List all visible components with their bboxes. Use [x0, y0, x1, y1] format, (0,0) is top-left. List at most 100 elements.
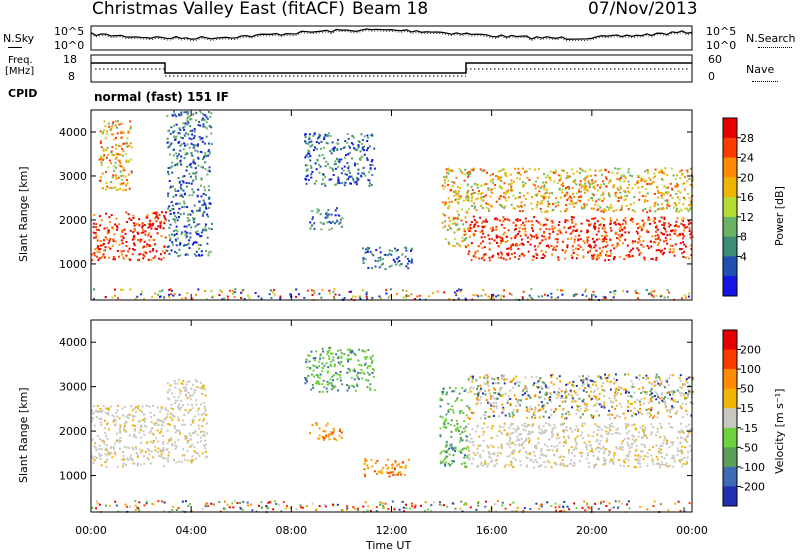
echo-cell [102, 239, 105, 242]
echo-cell [123, 429, 126, 432]
echo-cell [547, 396, 550, 399]
echo-cell [486, 426, 489, 429]
echo-cell [555, 450, 558, 452]
echo-cell [311, 294, 314, 296]
echo-cell [534, 446, 536, 449]
echo-cell [512, 427, 515, 430]
echo-cell [572, 398, 575, 401]
echo-cell [564, 221, 567, 224]
echo-cell [484, 293, 487, 296]
echo-cell [373, 369, 375, 372]
echo-cell [455, 294, 458, 297]
echo-cell [482, 433, 485, 436]
echo-cell [186, 244, 189, 246]
echo-cell [506, 247, 509, 250]
echo-cell [615, 399, 618, 402]
echo-cell [97, 410, 100, 413]
echo-cell [484, 460, 486, 463]
echo-cell [160, 455, 162, 458]
echo-cell [198, 455, 201, 457]
echo-cell [105, 449, 108, 452]
echo-cell [670, 415, 672, 418]
echo-cell [166, 415, 169, 418]
echo-cell [175, 225, 178, 228]
echo-cell [168, 180, 171, 182]
echo-cell [289, 293, 292, 296]
echo-cell [202, 123, 205, 126]
echo-cell [108, 256, 110, 259]
echo-cell [633, 435, 636, 438]
echo-cell [188, 439, 191, 442]
echo-cell [556, 233, 559, 236]
echo-cell [620, 204, 623, 207]
echo-cell [571, 430, 574, 433]
echo-cell [605, 254, 608, 257]
echo-cell [189, 125, 192, 128]
echo-cell [506, 253, 509, 256]
echo-cell [359, 150, 362, 153]
echo-cell [201, 204, 204, 207]
echo-cell [198, 200, 201, 203]
echo-cell [209, 115, 212, 118]
echo-cell [536, 176, 539, 179]
echo-cell [644, 195, 647, 198]
echo-cell [476, 447, 479, 450]
echo-cell [676, 454, 679, 457]
echo-cell [459, 290, 462, 293]
echo-cell [463, 173, 466, 176]
echo-cell [140, 293, 142, 296]
echo-cell [586, 189, 589, 192]
echo-cell [98, 251, 101, 254]
echo-cell [159, 295, 161, 298]
echo-cell [598, 392, 601, 395]
echo-cell [519, 210, 521, 213]
echo-cell [169, 423, 172, 426]
echo-cell [188, 223, 191, 226]
echo-cell [690, 206, 693, 209]
echo-cell [147, 223, 150, 226]
echo-cell [350, 182, 352, 185]
echo-cell [475, 430, 477, 433]
echo-cell [612, 258, 615, 261]
freq-unit: [MHz] [5, 66, 35, 77]
echo-cell [679, 232, 681, 235]
echo-cell [168, 226, 171, 229]
echo-cell [530, 458, 533, 461]
echo-cell [679, 405, 682, 408]
echo-cell [682, 182, 685, 185]
echo-cell [676, 210, 679, 213]
echo-cell [501, 411, 504, 414]
echo-cell [637, 186, 640, 189]
echo-cell [601, 234, 603, 237]
echo-cell [505, 378, 508, 381]
echo-cell [399, 471, 402, 474]
echo-cell [663, 401, 666, 404]
echo-cell [684, 256, 687, 259]
echo-cell [575, 192, 578, 195]
echo-cell [330, 222, 333, 224]
echo-cell [625, 198, 628, 201]
echo-cell [502, 408, 505, 411]
echo-cell [592, 431, 595, 434]
echo-cell [133, 242, 135, 245]
echo-cell [638, 374, 641, 377]
echo-cell [526, 192, 529, 195]
echo-cell [323, 437, 326, 439]
echo-cell [625, 454, 628, 457]
echo-cell [466, 184, 469, 187]
echo-cell [495, 236, 498, 239]
echo-cell [174, 188, 177, 191]
echo-cell [617, 237, 620, 240]
echo-cell [586, 241, 589, 244]
echo-cell [187, 253, 189, 256]
echo-cell [518, 243, 521, 246]
echo-cell [316, 381, 318, 384]
echo-cell [326, 134, 329, 137]
echo-cell [477, 183, 479, 186]
echo-cell [185, 169, 188, 172]
echo-cell [459, 245, 462, 248]
echo-cell [347, 165, 350, 168]
echo-cell [164, 457, 167, 460]
echo-cell [475, 378, 477, 381]
echo-cell [686, 413, 689, 416]
